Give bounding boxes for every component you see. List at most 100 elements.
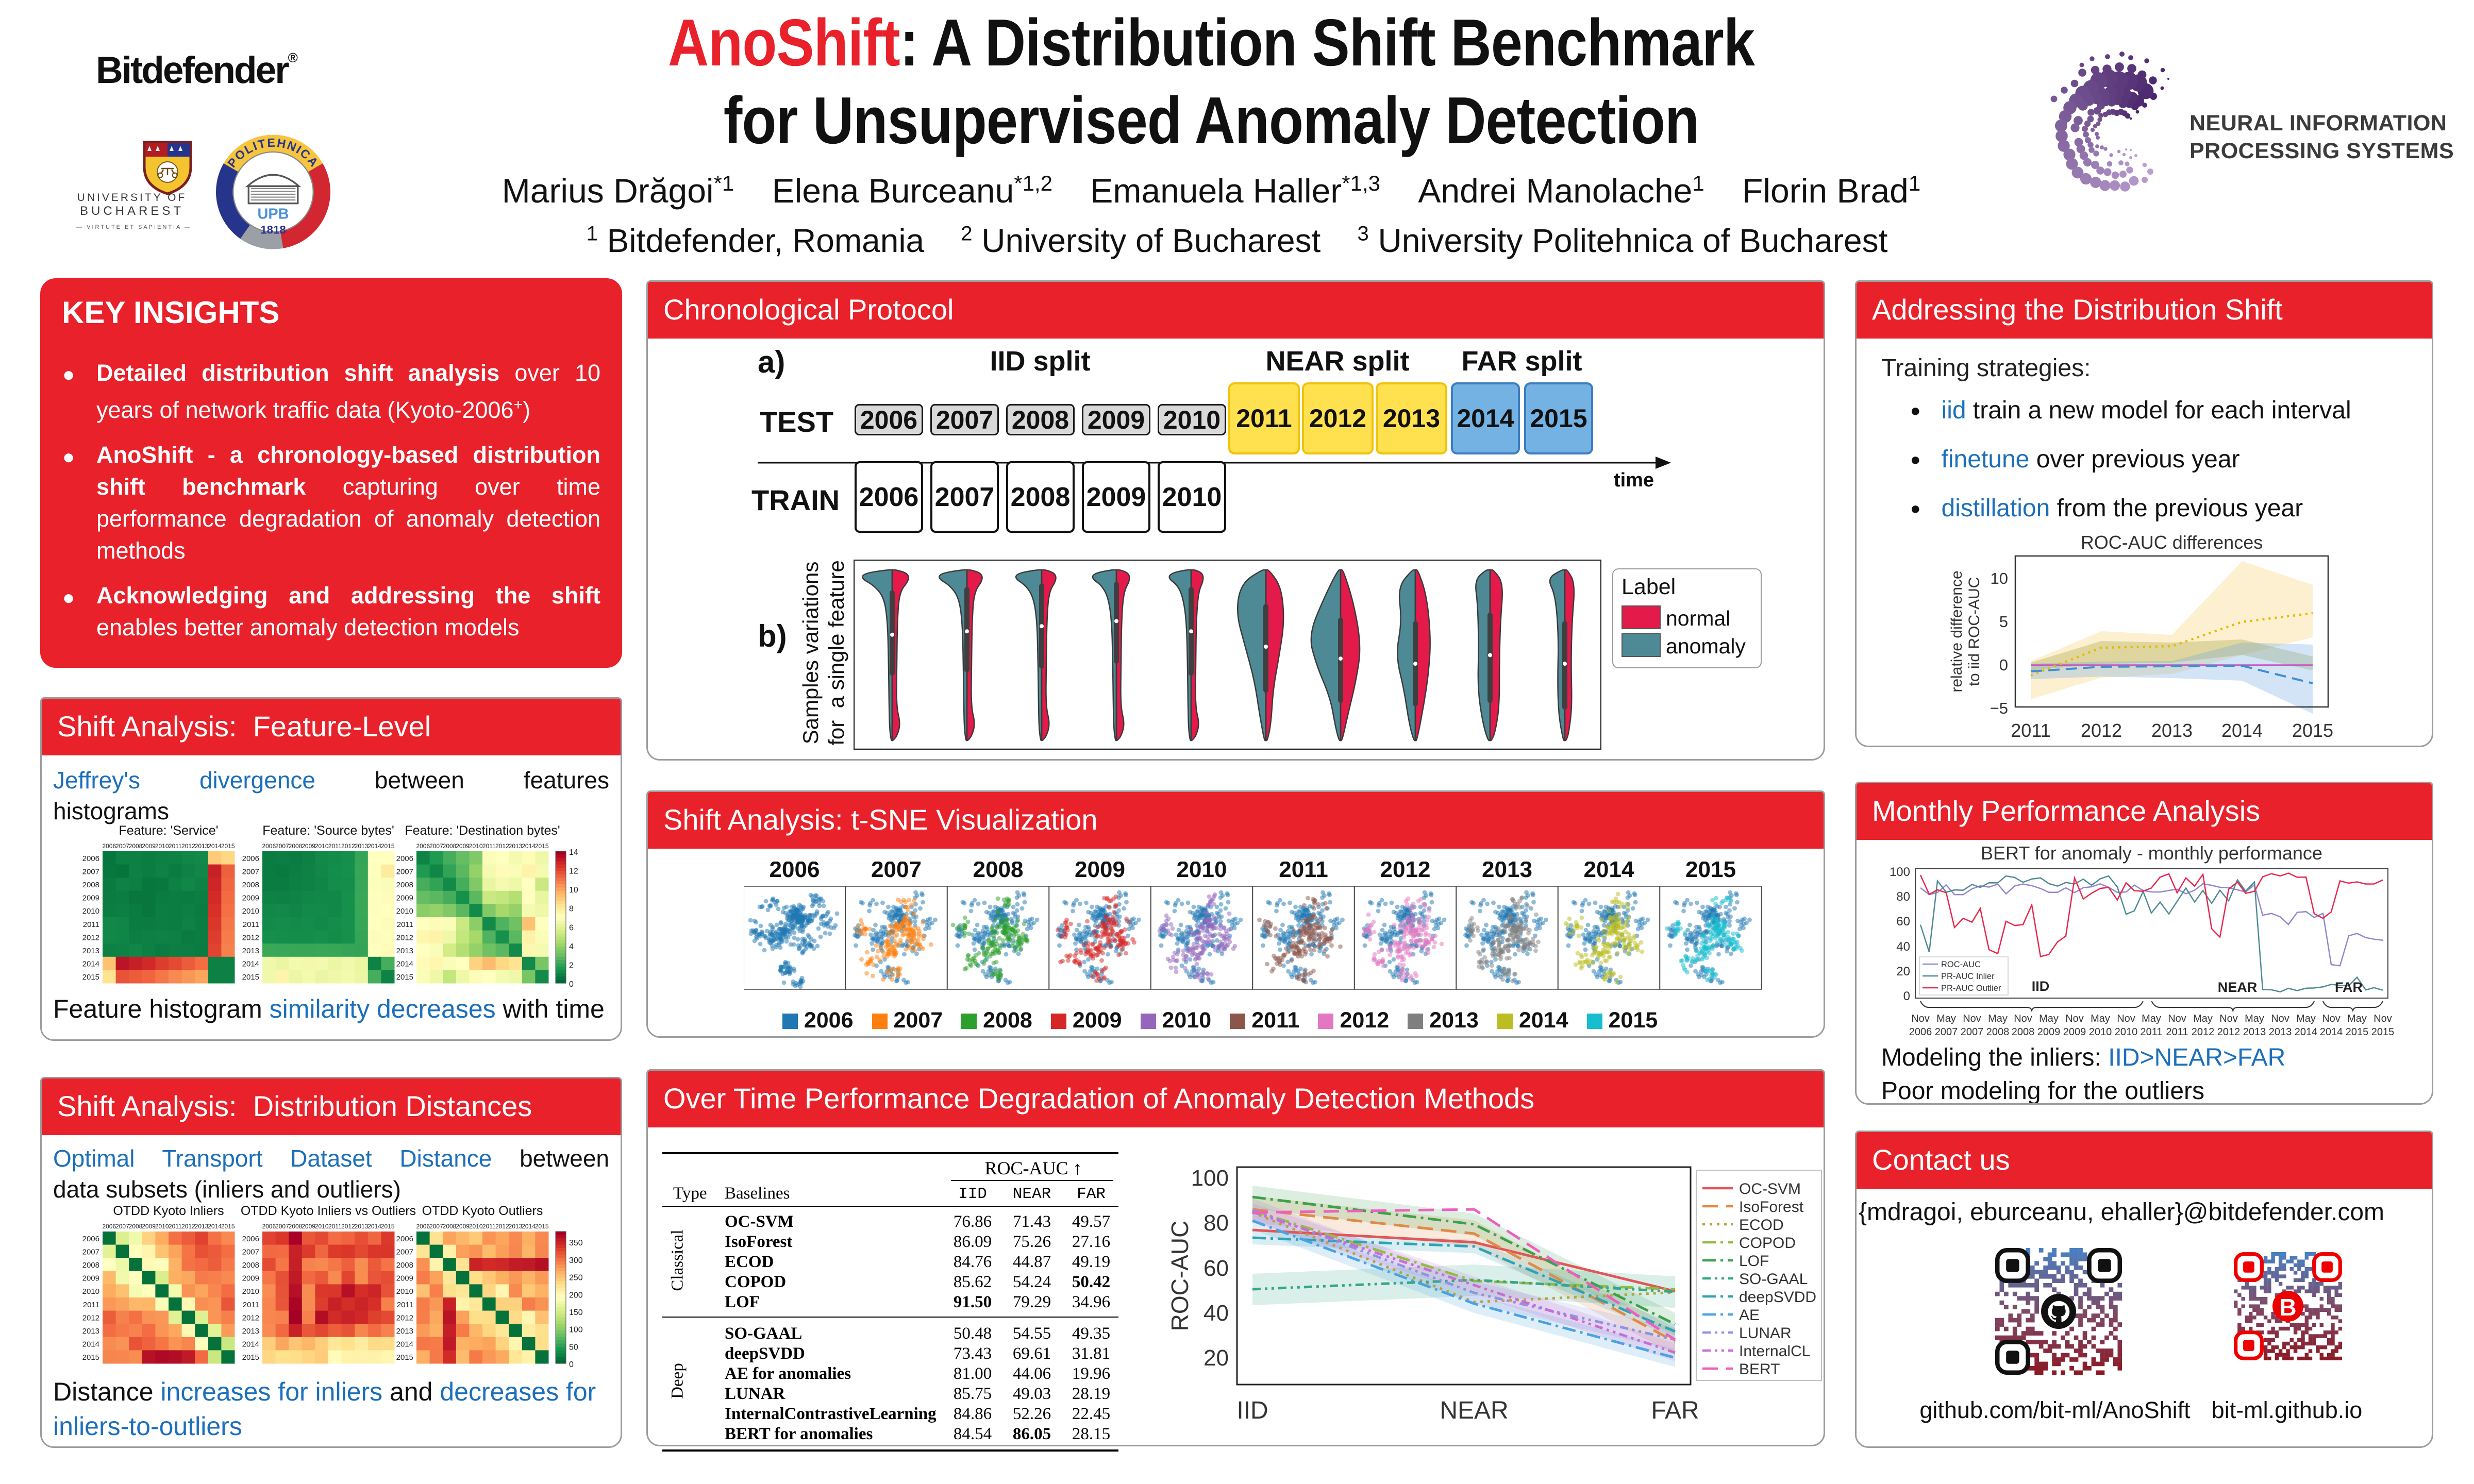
svg-text:LOF: LOF	[1739, 1253, 1769, 1270]
svg-text:4: 4	[569, 942, 574, 951]
svg-text:5: 5	[1999, 613, 2008, 631]
svg-text:60: 60	[1203, 1256, 1229, 1281]
svg-text:2011: 2011	[397, 1301, 413, 1309]
svg-text:2008: 2008	[396, 1261, 413, 1270]
svg-text:2010: 2010	[1177, 862, 1227, 882]
svg-text:200: 200	[569, 1291, 583, 1300]
svg-text:2015: 2015	[82, 973, 99, 982]
svg-text:2012: 2012	[341, 1223, 355, 1230]
svg-text:2011: 2011	[83, 1301, 99, 1309]
svg-text:2012: 2012	[495, 1223, 509, 1230]
svg-text:2007: 2007	[1935, 1026, 1958, 1038]
svg-text:2013: 2013	[1482, 862, 1532, 882]
svg-text:Feature: 'Source bytes': Feature: 'Source bytes'	[262, 823, 394, 838]
svg-text:8: 8	[569, 905, 574, 914]
svg-text:2015: 2015	[2371, 1026, 2395, 1038]
svg-text:2006: 2006	[102, 1223, 116, 1230]
svg-text:100: 100	[569, 1326, 583, 1335]
svg-text:2014: 2014	[396, 1340, 413, 1349]
svg-text:2010: 2010	[82, 907, 99, 916]
svg-text:UPB: UPB	[258, 206, 289, 223]
svg-text:2014: 2014	[208, 842, 222, 850]
svg-text:2008: 2008	[443, 1223, 457, 1230]
svg-text:2008: 2008	[1986, 1026, 2010, 1038]
svg-text:2014: 2014	[2221, 720, 2263, 741]
svg-text:2009: 2009	[456, 1223, 470, 1230]
svg-text:Feature: 'Destination bytes': Feature: 'Destination bytes'	[405, 823, 560, 838]
svg-text:2013: 2013	[2269, 1026, 2292, 1038]
svg-text:2012: 2012	[242, 933, 259, 942]
svg-text:2007: 2007	[429, 842, 443, 850]
svg-text:ECOD: ECOD	[1739, 1217, 1784, 1234]
svg-text:2007: 2007	[275, 1223, 289, 1230]
svg-text:2011: 2011	[243, 1301, 259, 1309]
svg-text:2009: 2009	[302, 1223, 315, 1230]
svg-text:2014: 2014	[242, 1340, 259, 1349]
svg-text:40: 40	[1896, 940, 1910, 954]
svg-text:2014: 2014	[522, 1223, 536, 1230]
svg-text:50: 50	[569, 1343, 578, 1352]
svg-text:SO-GAAL: SO-GAAL	[1739, 1271, 1808, 1288]
svg-text:10: 10	[569, 886, 578, 895]
svg-text:0: 0	[1903, 989, 1910, 1003]
svg-text:2012: 2012	[396, 933, 413, 942]
svg-text:IsoForest: IsoForest	[1739, 1199, 1804, 1216]
svg-text:1818: 1818	[260, 224, 286, 237]
svg-text:2015: 2015	[1685, 862, 1736, 882]
svg-text:2010: 2010	[82, 1287, 99, 1296]
svg-text:May: May	[2296, 1013, 2316, 1024]
svg-text:FAR: FAR	[1651, 1397, 1699, 1424]
svg-text:2010: 2010	[315, 1223, 329, 1230]
svg-text:InternalCL: InternalCL	[1739, 1343, 1810, 1360]
svg-text:2008: 2008	[242, 881, 259, 889]
svg-text:2010: 2010	[2115, 1026, 2138, 1038]
svg-text:2014: 2014	[522, 842, 536, 850]
svg-text:Nov: Nov	[2168, 1013, 2186, 1024]
svg-text:2009: 2009	[82, 894, 99, 903]
svg-text:Nov: Nov	[2117, 1013, 2135, 1024]
svg-text:2011: 2011	[1279, 862, 1328, 882]
svg-text:2010: 2010	[2089, 1026, 2112, 1038]
svg-text:2013: 2013	[2243, 1026, 2266, 1038]
svg-text:2010: 2010	[155, 1223, 169, 1230]
svg-text:2014: 2014	[367, 842, 381, 850]
svg-text:2007: 2007	[82, 867, 99, 876]
svg-text:2015: 2015	[381, 1223, 395, 1230]
svg-text:20: 20	[1203, 1345, 1229, 1371]
svg-text:2015: 2015	[381, 842, 395, 850]
svg-text:2012: 2012	[181, 842, 195, 850]
svg-text:2012: 2012	[2217, 1026, 2241, 1038]
svg-text:Nov: Nov	[2014, 1013, 2032, 1024]
svg-text:2008: 2008	[82, 881, 99, 889]
svg-text:May: May	[2039, 1013, 2059, 1024]
svg-text:2012: 2012	[82, 1313, 99, 1322]
svg-text:100: 100	[1191, 1166, 1229, 1191]
svg-text:2006: 2006	[396, 1235, 413, 1243]
svg-text:2006: 2006	[242, 1235, 259, 1243]
svg-text:2008: 2008	[973, 862, 1024, 882]
svg-text:2008: 2008	[129, 842, 143, 850]
svg-text:250: 250	[569, 1274, 583, 1283]
svg-text:2006: 2006	[416, 1223, 430, 1230]
svg-text:12: 12	[569, 867, 578, 876]
svg-text:2013: 2013	[355, 842, 369, 850]
svg-text:May: May	[2245, 1013, 2264, 1024]
svg-text:2007: 2007	[275, 842, 289, 850]
svg-text:2014: 2014	[367, 1223, 381, 1230]
svg-text:ROC-AUC: ROC-AUC	[1941, 960, 1981, 969]
svg-text:2015: 2015	[535, 842, 549, 850]
svg-text:AE: AE	[1739, 1307, 1760, 1324]
svg-text:2014: 2014	[82, 960, 99, 969]
svg-text:2008: 2008	[443, 842, 457, 850]
svg-text:Nov: Nov	[2271, 1013, 2289, 1024]
svg-text:2006: 2006	[262, 1223, 276, 1230]
svg-text:2014: 2014	[82, 1340, 99, 1349]
svg-text:2006: 2006	[82, 1235, 99, 1243]
svg-text:BERT: BERT	[1739, 1361, 1780, 1378]
svg-text:2012: 2012	[181, 1223, 195, 1230]
svg-text:300: 300	[569, 1256, 583, 1265]
svg-text:2006: 2006	[396, 854, 413, 863]
svg-text:2015: 2015	[396, 973, 413, 982]
svg-text:2007: 2007	[115, 1223, 129, 1230]
svg-text:2009: 2009	[82, 1274, 99, 1283]
